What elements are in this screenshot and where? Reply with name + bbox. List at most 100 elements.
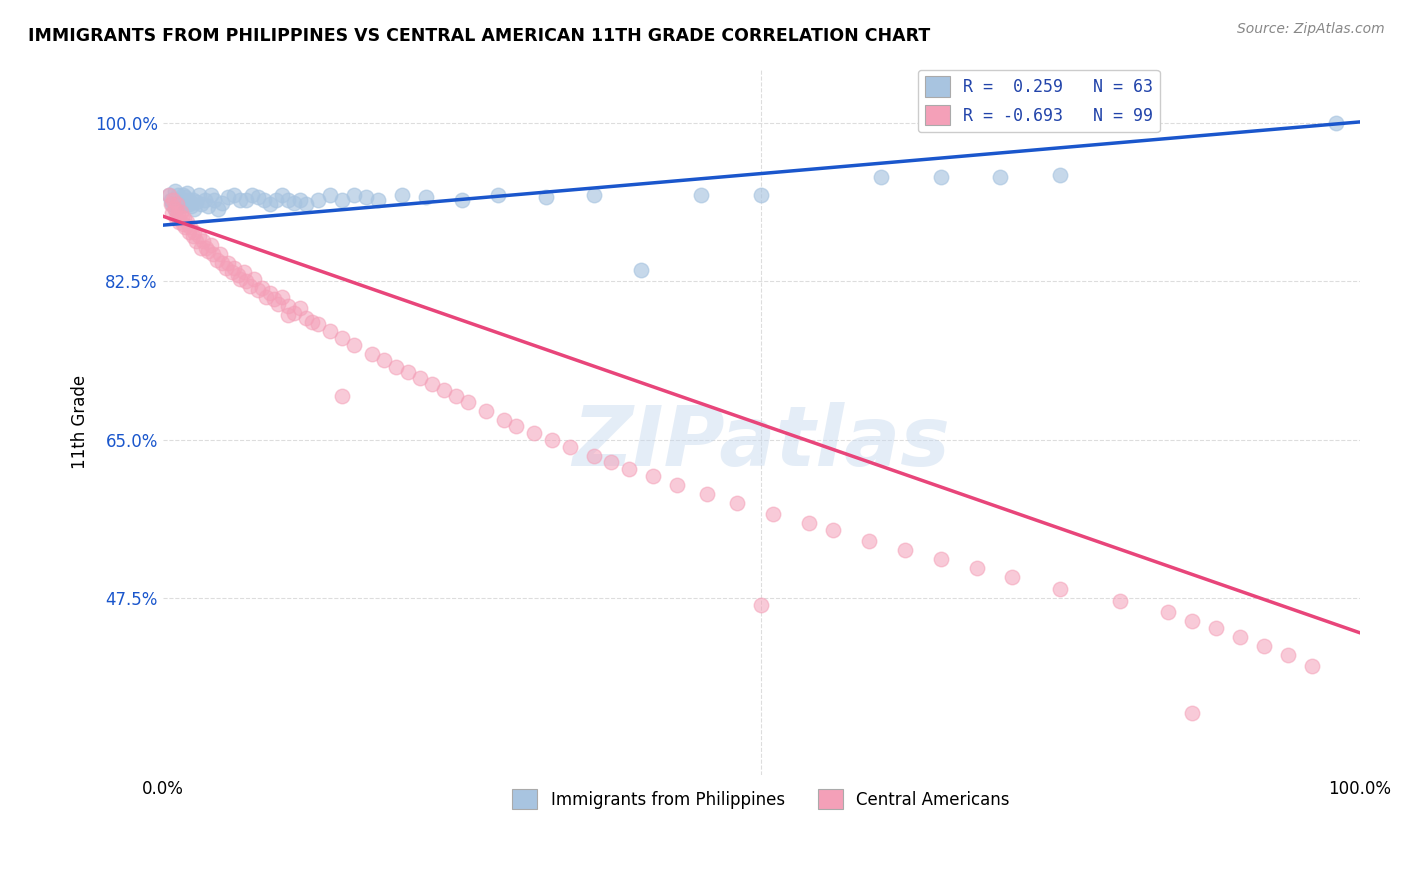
Point	[523, 425, 546, 440]
Point	[242, 271, 264, 285]
Point	[226, 268, 249, 282]
Point	[177, 193, 200, 207]
Point	[749, 188, 772, 202]
Point	[821, 524, 844, 538]
Point	[492, 413, 515, 427]
Text: Source: ZipAtlas.com: Source: ZipAtlas.com	[1237, 22, 1385, 37]
Point	[166, 193, 188, 207]
Point	[176, 215, 198, 229]
Point	[163, 202, 186, 216]
Point	[415, 190, 437, 204]
Point	[277, 299, 299, 313]
Point	[600, 455, 623, 469]
Point	[190, 197, 212, 211]
Point	[169, 197, 191, 211]
Point	[307, 317, 329, 331]
Text: IMMIGRANTS FROM PHILIPPINES VS CENTRAL AMERICAN 11TH GRADE CORRELATION CHART: IMMIGRANTS FROM PHILIPPINES VS CENTRAL A…	[28, 27, 931, 45]
Point	[929, 552, 952, 566]
Point	[177, 197, 200, 211]
Y-axis label: 11th Grade: 11th Grade	[72, 375, 89, 468]
Point	[330, 193, 353, 207]
Point	[505, 419, 527, 434]
Point	[858, 534, 880, 549]
Point	[450, 193, 472, 207]
Point	[690, 188, 713, 202]
Point	[749, 598, 772, 612]
Point	[990, 170, 1012, 185]
Point	[157, 188, 180, 202]
Point	[301, 315, 323, 329]
Point	[211, 195, 233, 210]
Point	[1181, 614, 1204, 628]
Point	[271, 188, 294, 202]
Point	[254, 290, 277, 304]
Point	[396, 365, 419, 379]
Point	[277, 308, 299, 322]
Point	[385, 360, 408, 375]
Point	[582, 188, 605, 202]
Point	[166, 197, 188, 211]
Point	[176, 186, 198, 201]
Point	[1277, 648, 1299, 663]
Point	[295, 197, 318, 211]
Point	[162, 193, 184, 207]
Point	[177, 225, 200, 239]
Point	[181, 229, 204, 244]
Point	[266, 297, 288, 311]
Point	[183, 202, 205, 216]
Point	[343, 337, 366, 351]
Point	[193, 193, 215, 207]
Point	[307, 193, 329, 207]
Point	[271, 290, 294, 304]
Text: ZIPatlas: ZIPatlas	[572, 402, 950, 483]
Point	[197, 199, 219, 213]
Point	[534, 190, 557, 204]
Point	[929, 170, 952, 185]
Point	[259, 286, 281, 301]
Point	[797, 516, 820, 530]
Point	[319, 324, 342, 338]
Point	[169, 215, 191, 229]
Point	[1229, 630, 1251, 644]
Point	[558, 440, 581, 454]
Point	[725, 496, 748, 510]
Point	[207, 202, 229, 216]
Point	[259, 197, 281, 211]
Point	[186, 234, 208, 248]
Point	[169, 204, 191, 219]
Point	[433, 383, 456, 397]
Point	[170, 199, 193, 213]
Point	[201, 247, 224, 261]
Point	[221, 265, 243, 279]
Point	[174, 219, 197, 234]
Point	[235, 193, 257, 207]
Point	[373, 353, 395, 368]
Point	[330, 331, 353, 345]
Point	[165, 211, 187, 225]
Point	[247, 190, 270, 204]
Point	[630, 262, 652, 277]
Point	[172, 217, 194, 231]
Point	[266, 193, 288, 207]
Point	[475, 404, 498, 418]
Point	[486, 188, 509, 202]
Point	[290, 193, 312, 207]
Point	[180, 199, 202, 213]
Point	[157, 188, 180, 202]
Point	[160, 197, 183, 211]
Point	[160, 206, 183, 220]
Point	[187, 229, 209, 244]
Point	[762, 507, 785, 521]
Point	[343, 188, 366, 202]
Point	[181, 193, 204, 207]
Point	[160, 197, 183, 211]
Point	[1301, 659, 1323, 673]
Point	[1109, 594, 1132, 608]
Point	[666, 478, 689, 492]
Point	[160, 193, 183, 207]
Point	[224, 188, 246, 202]
Point	[172, 188, 194, 202]
Point	[250, 280, 273, 294]
Point	[295, 310, 318, 325]
Point	[319, 188, 342, 202]
